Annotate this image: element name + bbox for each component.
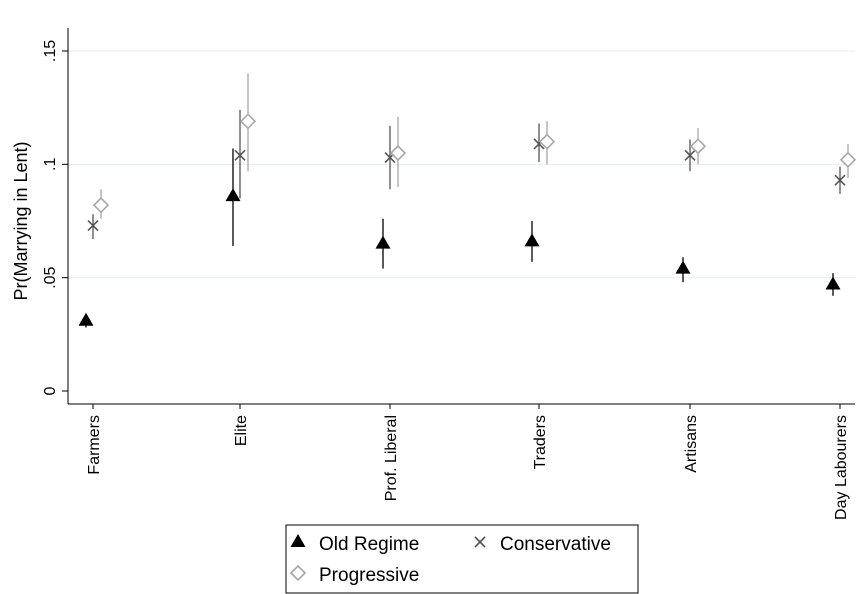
y-tick-label: 0 <box>42 386 59 395</box>
gridlines <box>68 50 855 279</box>
data-point <box>538 133 556 150</box>
data-point <box>87 219 99 232</box>
data-point <box>689 138 707 155</box>
legend-marker <box>290 534 306 547</box>
y-tick-label: .1 <box>42 158 59 171</box>
y-tick-label: .15 <box>42 40 59 62</box>
x-tick-label-day-labourers: Day Labourers <box>833 415 850 520</box>
x-tick-label-artisans: Artisans <box>683 415 700 473</box>
data-point <box>78 312 94 326</box>
legend-label: Old Regime <box>319 534 419 555</box>
legend: Old Regime Conservative Progressive <box>285 524 639 594</box>
data-point <box>375 235 391 249</box>
y-axis-title: Pr(Marrying in Lent) <box>11 141 31 300</box>
series-old-regime <box>78 148 841 328</box>
data-point <box>834 174 846 186</box>
legend-item-progressive: Progressive <box>289 564 419 586</box>
x-axis: Farmers Elite Prof. Liberal Traders Artisans… <box>68 403 855 520</box>
legend-item-old-regime: Old Regime <box>290 534 419 555</box>
legend-box <box>285 524 639 594</box>
x-tick-label-elite: Elite <box>233 415 250 446</box>
series-conservative <box>87 109 846 240</box>
data-point <box>92 197 110 214</box>
plot-area <box>78 73 857 328</box>
legend-item-conservative: Conservative <box>474 534 611 555</box>
data-point <box>239 113 257 130</box>
data-point <box>225 188 241 202</box>
data-point <box>839 151 857 168</box>
series-progressive <box>92 73 857 219</box>
data-point <box>524 233 540 247</box>
data-point <box>389 144 407 162</box>
x-tick-label-farmers: Farmers <box>86 415 103 475</box>
data-point <box>675 260 691 274</box>
x-tick-label-prof-liberal: Prof. Liberal <box>383 415 400 501</box>
legend-marker <box>474 536 486 548</box>
data-point <box>825 276 841 290</box>
y-axis: 0 .05 .1 .15 <box>42 28 69 404</box>
x-tick-label-traders: Traders <box>532 415 549 470</box>
y-tick-label: .05 <box>42 266 59 288</box>
legend-label: Conservative <box>500 534 611 555</box>
data-point <box>684 149 696 161</box>
legend-label: Progressive <box>319 565 419 586</box>
data-point <box>234 149 246 161</box>
legend-marker <box>289 564 307 582</box>
